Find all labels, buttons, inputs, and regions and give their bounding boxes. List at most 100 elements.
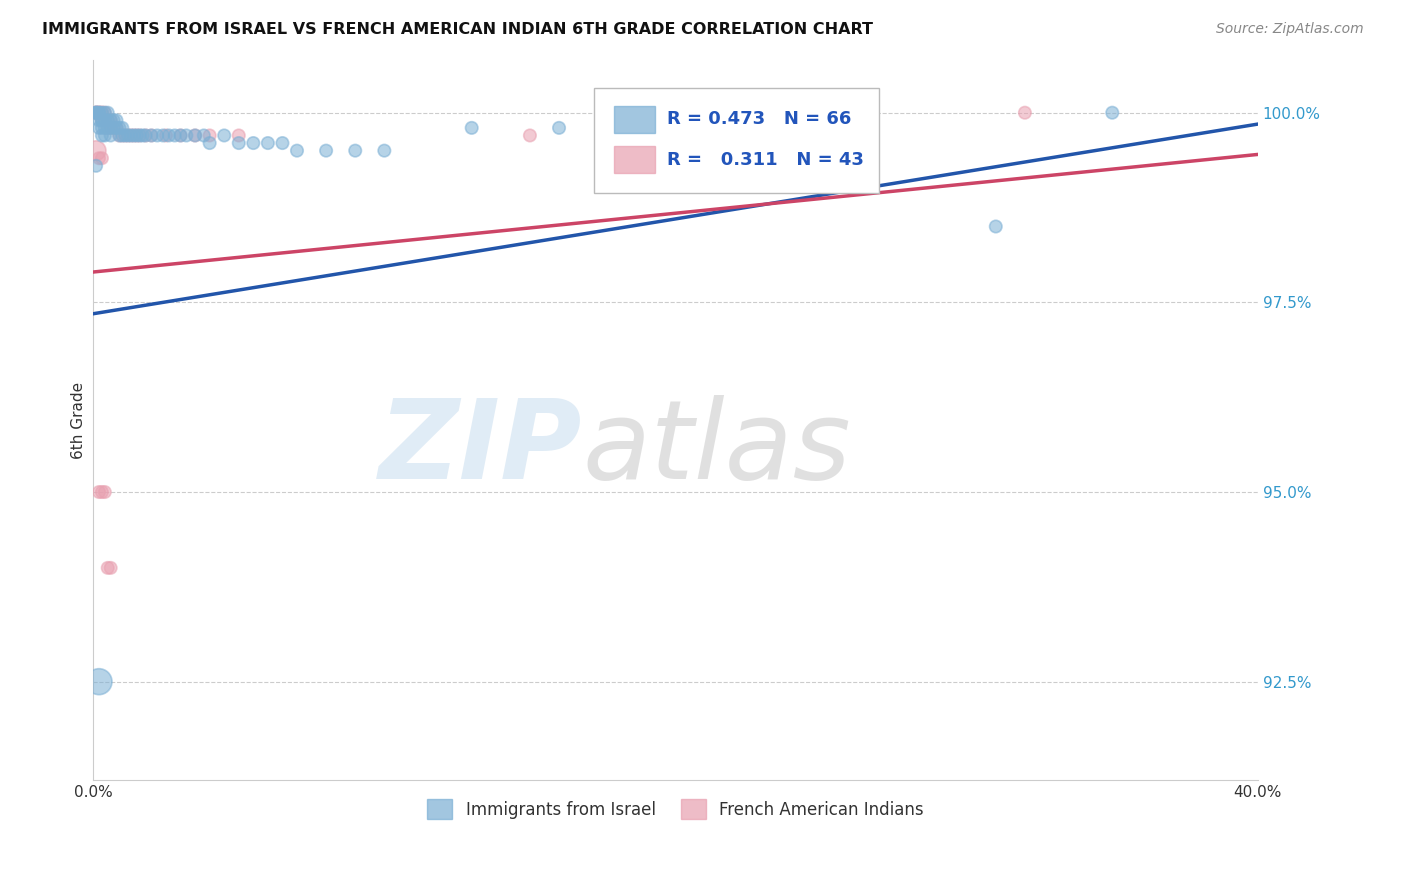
Point bbox=[90, 105, 112, 120]
Point bbox=[90, 151, 112, 165]
Point bbox=[97, 120, 120, 135]
Point bbox=[120, 128, 142, 143]
Point bbox=[285, 144, 308, 158]
Point bbox=[271, 136, 294, 150]
Point bbox=[169, 128, 191, 143]
Point bbox=[157, 128, 180, 143]
Point bbox=[87, 105, 110, 120]
Point bbox=[87, 105, 110, 120]
Point bbox=[315, 144, 337, 158]
Point bbox=[810, 128, 832, 143]
Point bbox=[117, 128, 139, 143]
Text: R = 0.473   N = 66: R = 0.473 N = 66 bbox=[668, 111, 852, 128]
Point bbox=[228, 128, 250, 143]
Bar bbox=[614, 106, 655, 133]
Point bbox=[198, 128, 221, 143]
Point bbox=[198, 136, 221, 150]
Point bbox=[94, 128, 117, 143]
Legend: Immigrants from Israel, French American Indians: Immigrants from Israel, French American … bbox=[420, 792, 931, 826]
Point bbox=[87, 105, 110, 120]
Point bbox=[97, 561, 120, 575]
Point bbox=[373, 144, 395, 158]
Point bbox=[114, 128, 136, 143]
Text: atlas: atlas bbox=[582, 395, 851, 502]
Point bbox=[87, 105, 110, 120]
Point bbox=[723, 128, 745, 143]
Point bbox=[94, 485, 117, 500]
Point bbox=[105, 120, 128, 135]
Point bbox=[257, 136, 280, 150]
Point bbox=[100, 128, 122, 143]
Point bbox=[344, 144, 367, 158]
Point bbox=[87, 674, 110, 689]
Point bbox=[94, 120, 117, 135]
Point bbox=[135, 128, 157, 143]
Point bbox=[122, 128, 145, 143]
Point bbox=[1014, 105, 1036, 120]
Point bbox=[94, 105, 117, 120]
Y-axis label: 6th Grade: 6th Grade bbox=[72, 382, 86, 458]
Point bbox=[117, 128, 139, 143]
Point bbox=[169, 128, 191, 143]
Point bbox=[97, 105, 120, 120]
Point bbox=[100, 120, 122, 135]
Point bbox=[125, 128, 148, 143]
Point bbox=[84, 105, 107, 120]
Point bbox=[1101, 105, 1123, 120]
Point bbox=[97, 113, 120, 128]
Point bbox=[141, 128, 163, 143]
FancyBboxPatch shape bbox=[593, 88, 879, 193]
Point bbox=[103, 120, 125, 135]
Point bbox=[97, 113, 120, 128]
Point bbox=[103, 113, 125, 128]
Point bbox=[105, 113, 128, 128]
Point bbox=[184, 128, 207, 143]
Point bbox=[120, 128, 142, 143]
Point bbox=[87, 113, 110, 128]
Point bbox=[128, 128, 150, 143]
Point bbox=[176, 128, 198, 143]
Text: R =   0.311   N = 43: R = 0.311 N = 43 bbox=[668, 151, 865, 169]
Point bbox=[163, 128, 186, 143]
Point bbox=[84, 105, 107, 120]
Point bbox=[100, 561, 122, 575]
Point bbox=[97, 120, 120, 135]
Point bbox=[90, 485, 112, 500]
Text: IMMIGRANTS FROM ISRAEL VS FRENCH AMERICAN INDIAN 6TH GRADE CORRELATION CHART: IMMIGRANTS FROM ISRAEL VS FRENCH AMERICA… bbox=[42, 22, 873, 37]
Point bbox=[103, 120, 125, 135]
Point bbox=[548, 120, 571, 135]
Point bbox=[122, 128, 145, 143]
Point bbox=[87, 105, 110, 120]
Point bbox=[212, 128, 235, 143]
Point bbox=[193, 128, 215, 143]
Point bbox=[519, 128, 541, 143]
Point bbox=[94, 113, 117, 128]
Point bbox=[146, 128, 169, 143]
Point bbox=[84, 105, 107, 120]
Point bbox=[108, 128, 131, 143]
Text: ZIP: ZIP bbox=[378, 395, 582, 502]
Point bbox=[460, 120, 482, 135]
Point bbox=[141, 128, 163, 143]
Point bbox=[100, 113, 122, 128]
Point bbox=[84, 105, 107, 120]
Point bbox=[664, 128, 686, 143]
Point bbox=[131, 128, 153, 143]
Point bbox=[111, 128, 134, 143]
Point bbox=[100, 120, 122, 135]
Point bbox=[84, 105, 107, 120]
Text: Source: ZipAtlas.com: Source: ZipAtlas.com bbox=[1216, 22, 1364, 37]
Point bbox=[87, 485, 110, 500]
Point bbox=[111, 128, 134, 143]
Point bbox=[87, 120, 110, 135]
Point bbox=[128, 128, 150, 143]
Point bbox=[155, 128, 177, 143]
Point bbox=[242, 136, 264, 150]
Point bbox=[84, 159, 107, 173]
Bar bbox=[614, 146, 655, 173]
Point bbox=[87, 151, 110, 165]
Point bbox=[84, 105, 107, 120]
Point bbox=[94, 105, 117, 120]
Point bbox=[90, 105, 112, 120]
Point bbox=[108, 120, 131, 135]
